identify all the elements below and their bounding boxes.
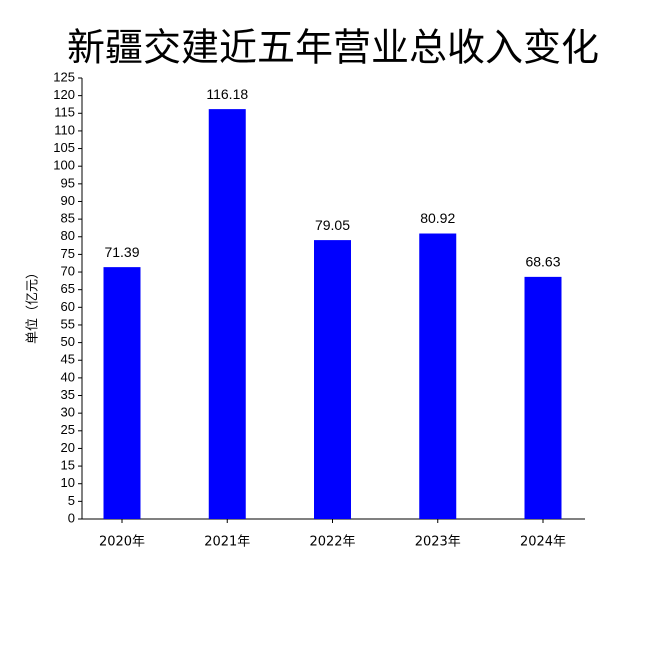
- x-tick-label: 2022年: [309, 535, 355, 550]
- y-tick-label: 110: [54, 122, 75, 137]
- y-tick-label: 95: [61, 175, 75, 190]
- y-tick-label: 25: [61, 422, 75, 437]
- y-tick-label: 115: [54, 105, 75, 120]
- y-tick-label: 50: [61, 334, 75, 349]
- y-tick-label: 55: [61, 316, 75, 331]
- y-tick-label: 80: [61, 228, 75, 243]
- value-label: 80.92: [420, 210, 455, 226]
- y-tick-label: 35: [61, 387, 75, 402]
- y-tick-label: 70: [61, 263, 75, 278]
- bar: [524, 276, 562, 519]
- y-tick-label: 90: [61, 193, 75, 208]
- y-tick-label: 75: [61, 246, 75, 261]
- y-tick-label: 15: [61, 458, 75, 473]
- x-tick-label: 2023年: [415, 535, 461, 550]
- y-tick-label: 60: [61, 299, 75, 314]
- value-label: 71.39: [104, 244, 139, 260]
- y-axis-label: 单位（亿元）: [26, 266, 41, 344]
- y-tick-label: 0: [68, 510, 75, 525]
- value-label: 79.05: [315, 217, 350, 233]
- y-tick-label: 20: [61, 440, 75, 455]
- bar: [103, 267, 141, 519]
- bar: [314, 240, 351, 519]
- bar: [208, 109, 246, 520]
- bar: [419, 233, 457, 520]
- x-tick-label: 2024年: [520, 535, 566, 550]
- chart-title: 新疆交建近五年营业总收入变化: [67, 26, 599, 70]
- y-tick-label: 45: [61, 352, 75, 367]
- y-tick-label: 10: [61, 475, 75, 490]
- y-tick-label: 125: [53, 69, 75, 84]
- value-label: 68.63: [525, 254, 560, 270]
- y-tick-label: 120: [53, 87, 75, 102]
- y-tick-label: 5: [68, 493, 75, 508]
- y-tick-label: 85: [61, 211, 75, 226]
- x-tick-label: 2021年: [204, 535, 250, 550]
- value-label: 116.18: [206, 86, 248, 102]
- y-tick-label: 100: [53, 158, 75, 173]
- y-tick-label: 65: [61, 281, 75, 296]
- x-tick-label: 2020年: [99, 535, 145, 550]
- y-tick-label: 40: [61, 369, 75, 384]
- y-tick-label: 105: [53, 140, 75, 155]
- y-tick-label: 30: [61, 405, 75, 420]
